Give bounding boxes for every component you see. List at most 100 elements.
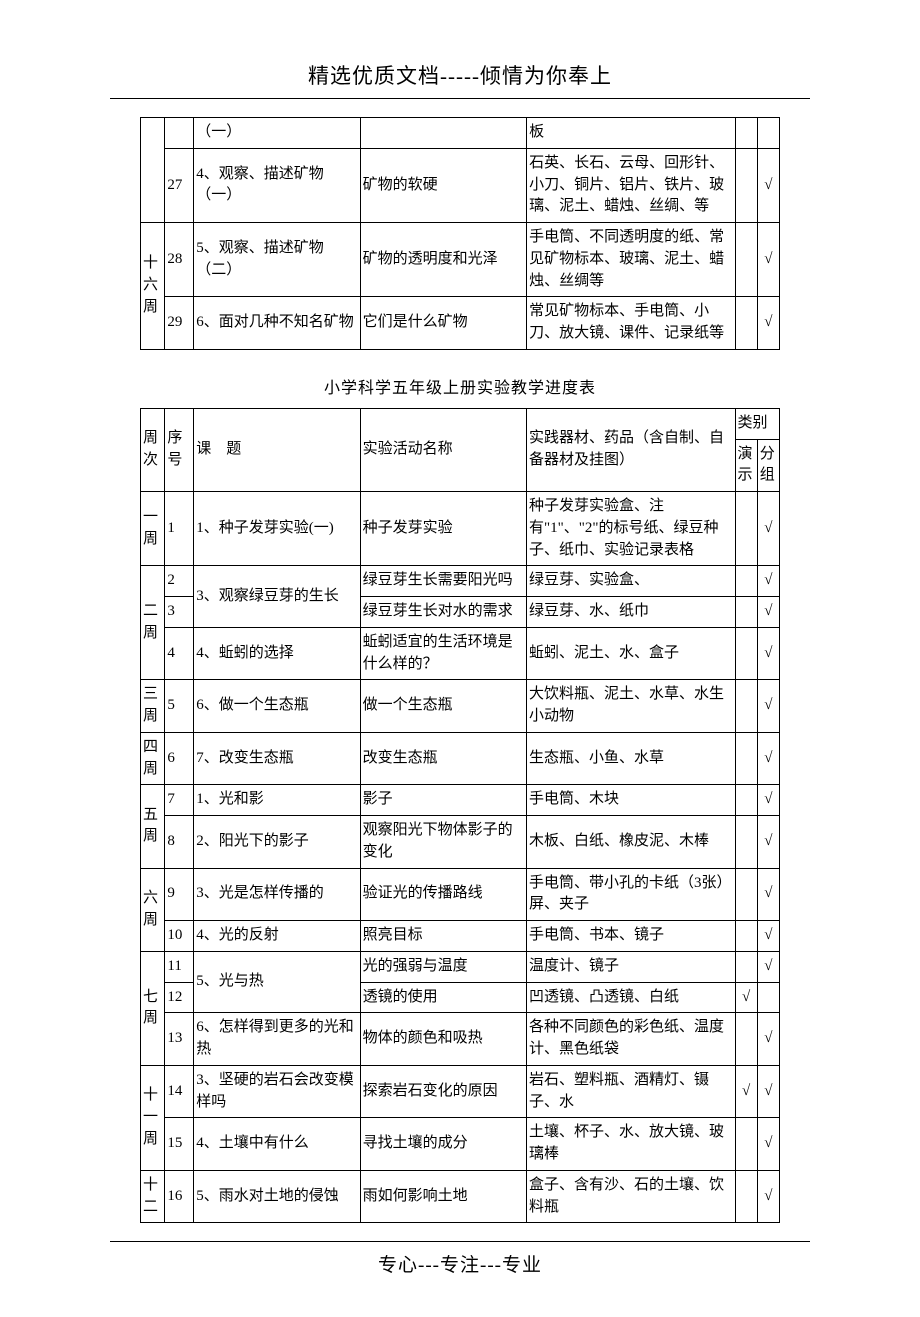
topic-cell: 7、改变生态瓶 — [194, 732, 360, 785]
exp-cell: 透镜的使用 — [360, 982, 526, 1013]
exp-cell: 绿豆芽生长对水的需求 — [360, 597, 526, 628]
topic-cell: （一） — [194, 118, 360, 149]
table-row: 4 4、蚯蚓的选择 蚯蚓适宜的生活环境是什么样的？ 蚯蚓、泥土、水、盒子 √ — [141, 627, 780, 680]
table-2: 周次 序号 课 题 实验活动名称 实践器材、药品（含自制、自备器材及挂图） 类别… — [140, 408, 780, 1224]
table-row: 27 4、观察、描述矿物（一） 矿物的软硬 石英、长石、云母、回形针、小刀、铜片… — [141, 148, 780, 222]
demo-cell — [735, 597, 757, 628]
group-cell: √ — [757, 732, 779, 785]
equip-cell: 蚯蚓、泥土、水、盒子 — [527, 627, 736, 680]
exp-cell: 寻找土壤的成分 — [360, 1118, 526, 1171]
equip-cell: 绿豆芽、水、纸巾 — [527, 597, 736, 628]
week-cell: 六周 — [141, 868, 165, 951]
demo-cell — [735, 627, 757, 680]
topic-cell: 3、坚硬的岩石会改变模样吗 — [194, 1065, 360, 1118]
exp-cell: 照亮目标 — [360, 921, 526, 952]
table-row: 六周 9 3、光是怎样传播的 验证光的传播路线 手电筒、带小孔的卡纸（3张）屏、… — [141, 868, 780, 921]
equip-cell: 手电筒、不同透明度的纸、常见矿物标本、玻璃、泥土、蜡烛、丝绸等 — [527, 223, 736, 297]
demo-cell — [735, 921, 757, 952]
table-row: 十一周 14 3、坚硬的岩石会改变模样吗 探索岩石变化的原因 岩石、塑料瓶、酒精… — [141, 1065, 780, 1118]
exp-cell: 探索岩石变化的原因 — [360, 1065, 526, 1118]
group-cell: √ — [757, 148, 779, 222]
seq-cell: 29 — [165, 297, 194, 350]
week-cell: 二周 — [141, 566, 165, 680]
exp-cell: 矿物的软硬 — [360, 148, 526, 222]
exp-cell: 光的强弱与温度 — [360, 951, 526, 982]
header-cat: 类别 — [735, 408, 779, 439]
exp-cell: 种子发芽实验 — [360, 492, 526, 566]
group-cell: √ — [757, 1170, 779, 1223]
equip-cell: 各种不同颜色的彩色纸、温度计、黑色纸袋 — [527, 1013, 736, 1066]
equip-cell: 石英、长石、云母、回形针、小刀、铜片、铝片、铁片、玻璃、泥土、蜡烛、丝绸、等 — [527, 148, 736, 222]
table-row: 七周 11 5、光与热 光的强弱与温度 温度计、镜子 √ — [141, 951, 780, 982]
header-rule — [110, 98, 810, 99]
group-cell — [757, 982, 779, 1013]
exp-cell: 物体的颜色和吸热 — [360, 1013, 526, 1066]
seq-cell: 28 — [165, 223, 194, 297]
seq-cell: 12 — [165, 982, 194, 1013]
exp-cell: 影子 — [360, 785, 526, 816]
header-row: 周次 序号 课 题 实验活动名称 实践器材、药品（含自制、自备器材及挂图） 类别 — [141, 408, 780, 439]
table-row: 一周 1 1、种子发芽实验(一) 种子发芽实验 种子发芽实验盒、注有"1"、"2… — [141, 492, 780, 566]
demo-cell — [735, 1170, 757, 1223]
equip-cell: 绿豆芽、实验盒、 — [527, 566, 736, 597]
demo-cell — [735, 118, 757, 149]
seq-cell: 9 — [165, 868, 194, 921]
equip-cell: 木板、白纸、橡皮泥、木棒 — [527, 816, 736, 869]
demo-cell — [735, 868, 757, 921]
table-row: 五周 7 1、光和影 影子 手电筒、木块 √ — [141, 785, 780, 816]
group-cell: √ — [757, 1013, 779, 1066]
seq-cell: 8 — [165, 816, 194, 869]
table-row: 二周 2 3、观察绿豆芽的生长 绿豆芽生长需要阳光吗 绿豆芽、实验盒、 √ — [141, 566, 780, 597]
topic-cell: 4、光的反射 — [194, 921, 360, 952]
equip-cell: 岩石、塑料瓶、酒精灯、镊子、水 — [527, 1065, 736, 1118]
group-cell: √ — [757, 1065, 779, 1118]
topic-cell: 6、面对几种不知名矿物 — [194, 297, 360, 350]
table-row: 15 4、土壤中有什么 寻找土壤的成分 土壤、杯子、水、放大镜、玻璃棒 √ — [141, 1118, 780, 1171]
week-cell: 十二 — [141, 1170, 165, 1223]
table2-title: 小学科学五年级上册实验教学进度表 — [0, 374, 920, 398]
group-cell: √ — [757, 951, 779, 982]
group-cell: √ — [757, 597, 779, 628]
header-exp: 实验活动名称 — [360, 408, 526, 491]
seq-cell: 27 — [165, 148, 194, 222]
group-cell: √ — [757, 785, 779, 816]
demo-cell — [735, 566, 757, 597]
seq-cell: 7 — [165, 785, 194, 816]
group-cell: √ — [757, 223, 779, 297]
group-cell — [757, 118, 779, 149]
demo-cell — [735, 1118, 757, 1171]
table-row: 13 6、怎样得到更多的光和热 物体的颜色和吸热 各种不同颜色的彩色纸、温度计、… — [141, 1013, 780, 1066]
table-row: 8 2、阳光下的影子 观察阳光下物体影子的变化 木板、白纸、橡皮泥、木棒 √ — [141, 816, 780, 869]
table-row: （一） 板 — [141, 118, 780, 149]
topic-cell: 4、观察、描述矿物（一） — [194, 148, 360, 222]
table-row: 十六周 28 5、观察、描述矿物（二） 矿物的透明度和光泽 手电筒、不同透明度的… — [141, 223, 780, 297]
demo-cell — [735, 680, 757, 733]
header-topic: 课 题 — [194, 408, 360, 491]
exp-cell: 改变生态瓶 — [360, 732, 526, 785]
header-demo: 演示 — [735, 439, 757, 492]
seq-cell: 5 — [165, 680, 194, 733]
exp-cell — [360, 118, 526, 149]
topic-cell: 2、阳光下的影子 — [194, 816, 360, 869]
seq-cell: 1 — [165, 492, 194, 566]
equip-cell: 盒子、含有沙、石的土壤、饮料瓶 — [527, 1170, 736, 1223]
topic-cell: 5、雨水对土地的侵蚀 — [194, 1170, 360, 1223]
seq-cell: 6 — [165, 732, 194, 785]
seq-cell: 14 — [165, 1065, 194, 1118]
group-cell: √ — [757, 566, 779, 597]
table-1: （一） 板 27 4、观察、描述矿物（一） 矿物的软硬 石英、长石、云母、回形针… — [140, 117, 780, 350]
exp-cell: 做一个生态瓶 — [360, 680, 526, 733]
demo-cell — [735, 732, 757, 785]
equip-cell: 常见矿物标本、手电筒、小刀、放大镜、课件、记录纸等 — [527, 297, 736, 350]
demo-cell: √ — [735, 982, 757, 1013]
seq-cell: 15 — [165, 1118, 194, 1171]
demo-cell — [735, 951, 757, 982]
demo-cell — [735, 816, 757, 869]
week-cell — [141, 118, 165, 223]
demo-cell — [735, 223, 757, 297]
group-cell: √ — [757, 680, 779, 733]
seq-cell: 2 — [165, 566, 194, 597]
seq-cell: 16 — [165, 1170, 194, 1223]
group-cell: √ — [757, 921, 779, 952]
equip-cell: 生态瓶、小鱼、水草 — [527, 732, 736, 785]
